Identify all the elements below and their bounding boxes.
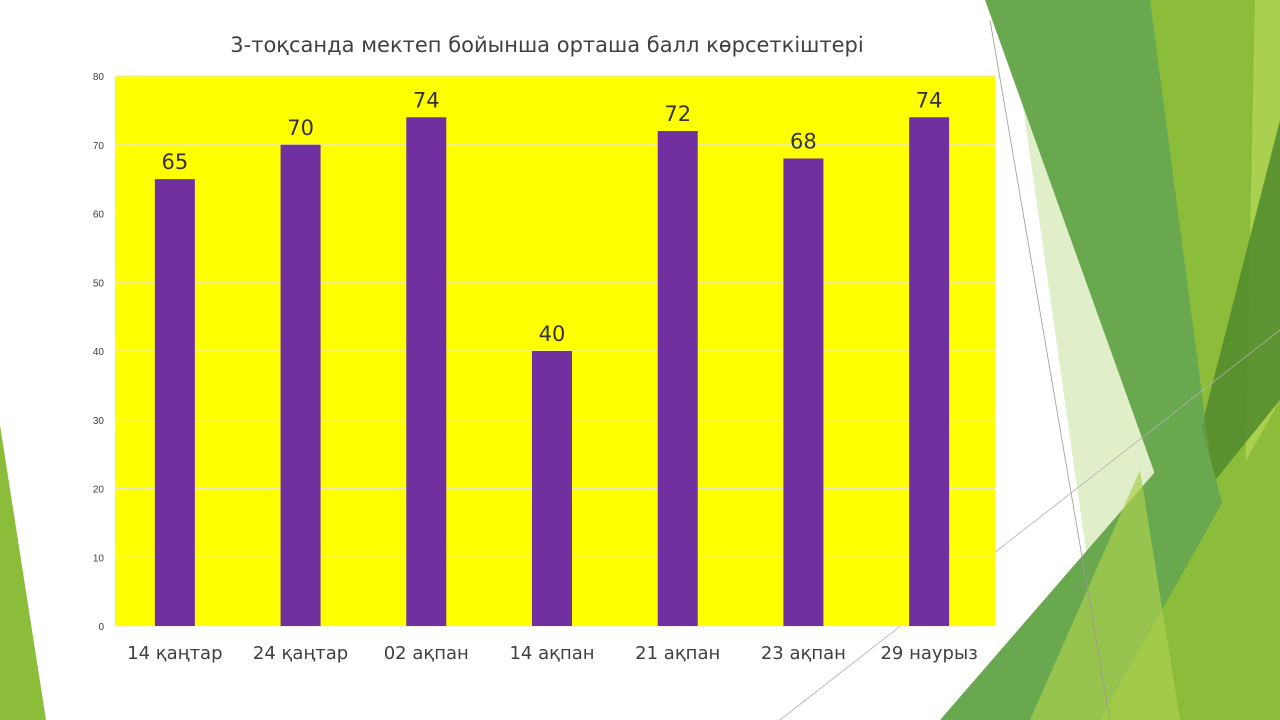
x-tick-label: 02 ақпан [384, 643, 469, 664]
bar [154, 179, 195, 626]
data-label: 40 [539, 322, 566, 346]
y-tick-label: 0 [98, 622, 104, 633]
y-tick-label: 70 [93, 141, 105, 152]
bar [532, 351, 572, 626]
data-label: 74 [413, 88, 440, 112]
chart-title: 3-тоқсанда мектеп бойынша орташа балл кө… [230, 33, 863, 57]
data-label: 70 [287, 116, 314, 140]
x-tick-label: 29 наурыз [880, 643, 977, 664]
x-tick-label: 21 ақпан [635, 643, 720, 664]
y-tick-label: 20 [93, 485, 105, 496]
x-tick-label: 24 қаңтар [253, 643, 348, 664]
data-label: 68 [790, 130, 817, 154]
left-green-sliver [0, 425, 46, 720]
data-labels: 65 70 74 40 72 68 74 [161, 88, 942, 346]
x-tick-label: 14 ақпан [509, 643, 594, 664]
bars [154, 117, 950, 626]
data-label: 72 [664, 102, 691, 126]
data-label: 74 [916, 88, 943, 112]
bottom-facet-pale [1030, 470, 1180, 720]
x-tick-label: 14 қаңтар [127, 643, 222, 664]
bar [280, 144, 321, 626]
thin-decor-line-2 [779, 329, 1280, 720]
y-axis-ticks: 0 10 20 30 40 50 60 70 80 [93, 72, 105, 633]
y-tick-label: 40 [93, 347, 105, 358]
bar [406, 117, 447, 626]
y-tick-label: 60 [93, 210, 105, 221]
thin-decor-line-1 [989, 19, 1111, 720]
bar [909, 117, 950, 626]
bar [783, 158, 824, 626]
bar [657, 131, 698, 626]
y-tick-label: 80 [93, 72, 105, 83]
y-tick-label: 50 [93, 278, 105, 289]
data-label: 65 [161, 150, 188, 174]
x-tick-label: 23 ақпан [761, 643, 846, 664]
y-tick-label: 10 [93, 553, 105, 564]
y-tick-label: 30 [93, 416, 105, 427]
x-axis-ticks: 14 қаңтар 24 қаңтар 02 ақпан 14 ақпан 21 ақп… [127, 643, 978, 664]
